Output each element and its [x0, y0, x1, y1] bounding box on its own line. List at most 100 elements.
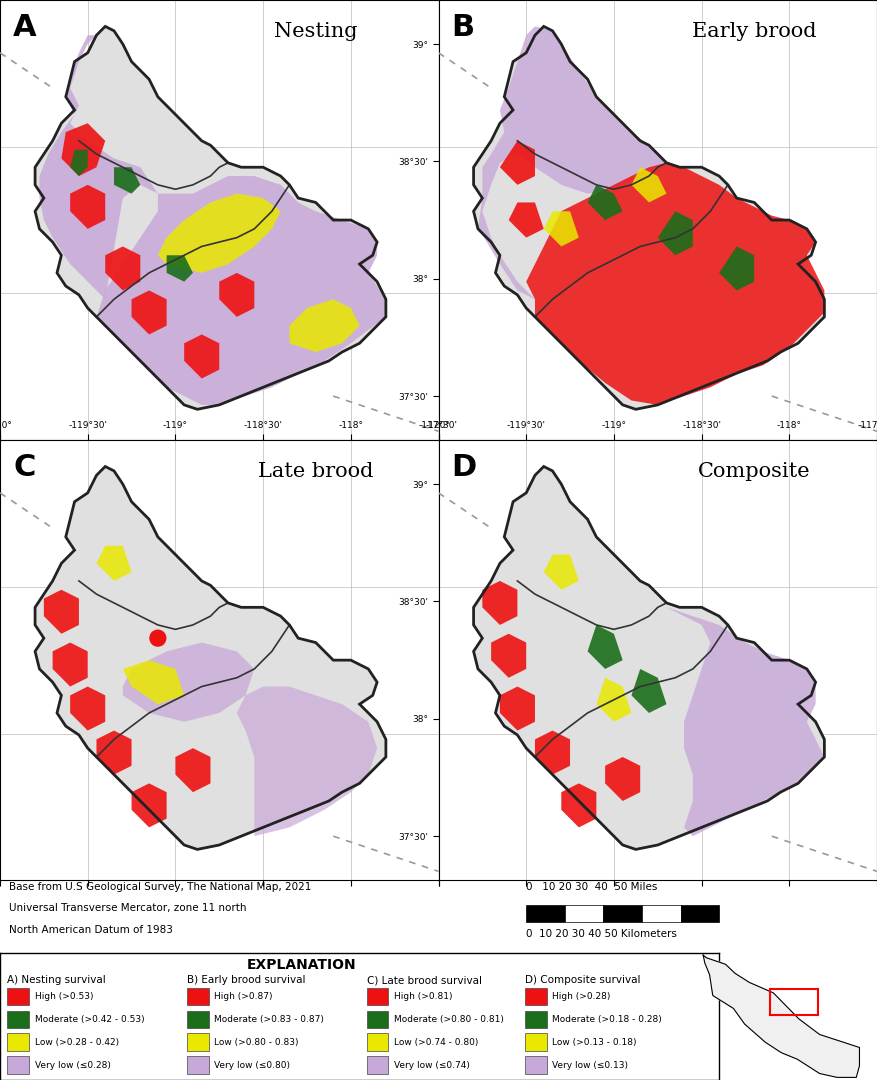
Bar	[367, 1034, 389, 1051]
Polygon shape	[491, 634, 526, 678]
Bar	[7, 1034, 29, 1051]
Text: High (>0.28): High (>0.28)	[553, 993, 610, 1001]
Bar	[770, 989, 818, 1015]
Bar	[525, 1056, 546, 1075]
Polygon shape	[219, 273, 254, 316]
Polygon shape	[588, 185, 623, 220]
Polygon shape	[631, 167, 667, 202]
Bar	[7, 1056, 29, 1075]
Text: Low (>0.13 - 0.18): Low (>0.13 - 0.18)	[553, 1038, 637, 1047]
Polygon shape	[474, 467, 824, 849]
Text: Very low (≤0.28): Very low (≤0.28)	[34, 1061, 111, 1070]
Polygon shape	[478, 26, 667, 299]
Text: High (>0.53): High (>0.53)	[34, 993, 93, 1001]
Text: Low (>0.74 - 0.80): Low (>0.74 - 0.80)	[394, 1038, 479, 1047]
Text: D) Composite survival: D) Composite survival	[525, 975, 640, 985]
Polygon shape	[132, 291, 167, 335]
Polygon shape	[535, 730, 570, 774]
Polygon shape	[61, 123, 105, 176]
Text: Base from U.S Geological Survey, The National Map, 2021: Base from U.S Geological Survey, The Nat…	[9, 882, 311, 892]
Polygon shape	[123, 643, 254, 721]
Polygon shape	[631, 669, 667, 713]
Text: Moderate (>0.18 - 0.28): Moderate (>0.18 - 0.28)	[553, 1015, 662, 1024]
Polygon shape	[544, 554, 579, 590]
Polygon shape	[658, 212, 693, 255]
Polygon shape	[526, 163, 824, 405]
Polygon shape	[500, 687, 535, 730]
Polygon shape	[596, 678, 631, 721]
Polygon shape	[237, 687, 377, 836]
Polygon shape	[167, 255, 193, 282]
Polygon shape	[114, 167, 140, 193]
Text: Early brood: Early brood	[692, 22, 816, 41]
Bar	[367, 1011, 389, 1028]
Polygon shape	[105, 246, 140, 291]
Polygon shape	[96, 545, 132, 581]
Bar	[525, 1034, 546, 1051]
Polygon shape	[500, 140, 535, 185]
Text: Composite: Composite	[698, 462, 810, 481]
Polygon shape	[474, 26, 824, 409]
Polygon shape	[35, 26, 386, 409]
Text: Late brood: Late brood	[258, 462, 374, 481]
Text: Low (>0.28 - 0.42): Low (>0.28 - 0.42)	[34, 1038, 118, 1047]
Bar	[603, 905, 642, 922]
Polygon shape	[482, 581, 517, 625]
Polygon shape	[70, 687, 105, 730]
Text: B: B	[452, 13, 474, 42]
Text: 0  10 20 30 40 50 Kilometers: 0 10 20 30 40 50 Kilometers	[526, 929, 677, 939]
Bar	[367, 1056, 389, 1075]
Text: A) Nesting survival: A) Nesting survival	[7, 975, 106, 985]
Bar	[526, 905, 565, 922]
Bar	[7, 1011, 29, 1028]
Text: Nesting: Nesting	[274, 22, 358, 41]
Text: D: D	[452, 454, 477, 483]
Text: Moderate (>0.42 - 0.53): Moderate (>0.42 - 0.53)	[34, 1015, 144, 1024]
Polygon shape	[44, 590, 79, 634]
Text: High (>0.81): High (>0.81)	[394, 993, 453, 1001]
Text: 0   10 20 30  40  50 Miles: 0 10 20 30 40 50 Miles	[526, 882, 658, 892]
Polygon shape	[667, 607, 824, 836]
Text: Very low (≤0.13): Very low (≤0.13)	[553, 1061, 628, 1070]
Bar	[187, 1034, 209, 1051]
Text: Universal Transverse Mercator, zone 11 north: Universal Transverse Mercator, zone 11 n…	[9, 903, 246, 913]
Text: High (>0.87): High (>0.87)	[214, 993, 273, 1001]
Polygon shape	[175, 748, 210, 793]
Text: C) Late brood survival: C) Late brood survival	[367, 975, 481, 985]
Bar	[642, 905, 681, 922]
Polygon shape	[719, 246, 754, 291]
Text: Very low (≤0.80): Very low (≤0.80)	[214, 1061, 290, 1070]
Bar	[565, 905, 603, 922]
Text: Moderate (>0.80 - 0.81): Moderate (>0.80 - 0.81)	[394, 1015, 504, 1024]
Polygon shape	[123, 660, 184, 704]
Polygon shape	[509, 202, 544, 238]
Polygon shape	[53, 643, 88, 687]
Bar	[187, 1056, 209, 1075]
Circle shape	[150, 631, 166, 646]
Polygon shape	[605, 757, 640, 801]
Polygon shape	[158, 193, 281, 273]
Polygon shape	[70, 150, 88, 176]
Polygon shape	[561, 783, 596, 827]
Text: A: A	[13, 13, 37, 42]
Polygon shape	[289, 299, 360, 352]
Polygon shape	[96, 730, 132, 774]
Bar	[187, 987, 209, 1005]
Text: C: C	[13, 454, 36, 483]
Polygon shape	[184, 335, 219, 378]
Bar	[367, 987, 389, 1005]
Bar	[525, 1011, 546, 1028]
Polygon shape	[544, 212, 579, 246]
Polygon shape	[96, 176, 386, 405]
Text: EXPLANATION: EXPLANATION	[247, 958, 357, 972]
Polygon shape	[132, 783, 167, 827]
Polygon shape	[39, 36, 158, 299]
Bar	[681, 905, 719, 922]
Text: Low (>0.80 - 0.83): Low (>0.80 - 0.83)	[214, 1038, 299, 1047]
Text: Moderate (>0.83 - 0.87): Moderate (>0.83 - 0.87)	[214, 1015, 324, 1024]
Bar	[187, 1011, 209, 1028]
Bar	[525, 987, 546, 1005]
Polygon shape	[70, 185, 105, 229]
Text: Very low (≤0.74): Very low (≤0.74)	[394, 1061, 470, 1070]
Bar	[7, 987, 29, 1005]
